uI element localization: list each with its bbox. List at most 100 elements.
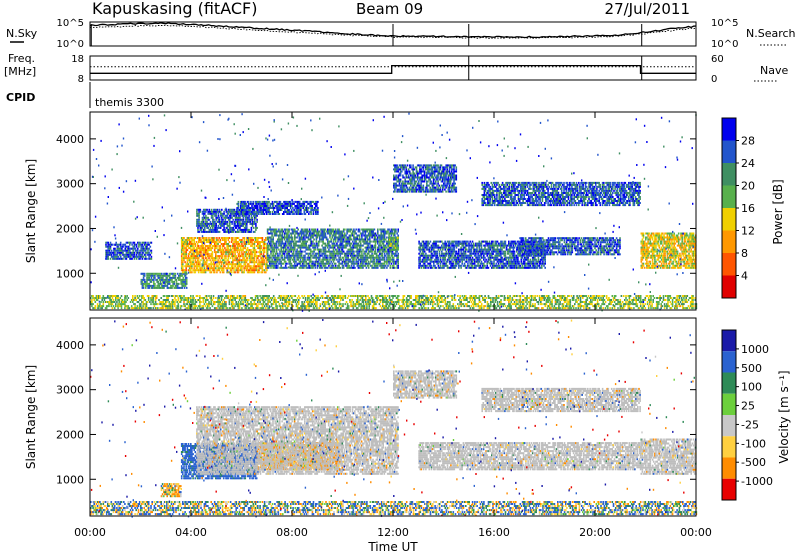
- scatter-cell: [238, 247, 240, 249]
- scatter-cell: [465, 251, 467, 253]
- scatter-cell: [252, 225, 254, 227]
- scatter-cell: [134, 242, 136, 244]
- scatter-cell: [395, 253, 397, 255]
- scatter-cell: [225, 219, 227, 221]
- scatter-cell: [254, 247, 256, 249]
- scatter-cell: [506, 259, 508, 261]
- scatter-cell: [227, 221, 229, 223]
- scatter-cell: [217, 239, 219, 241]
- scatter-cell: [238, 203, 240, 205]
- station-title: Kapuskasing (fitACF): [92, 0, 257, 18]
- scatter-cell: [293, 251, 295, 253]
- scatter-cell: [496, 243, 498, 245]
- scatter-cell: [468, 261, 470, 263]
- scatter-cell: [427, 245, 429, 247]
- scatter-cell: [427, 267, 429, 269]
- scatter-cell: [230, 257, 232, 259]
- scatter-cell: [358, 257, 360, 259]
- scatter-cell: [250, 201, 252, 203]
- scatter-cell: [254, 271, 256, 273]
- scatter-cell: [274, 207, 276, 209]
- scatter-cell: [450, 257, 452, 259]
- scatter-cell: [353, 229, 355, 231]
- scatter-cell: [212, 227, 214, 229]
- scatter-cell: [473, 243, 475, 245]
- scatter-cell: [310, 203, 312, 205]
- scatter-cell: [284, 255, 286, 257]
- scatter-cell: [248, 205, 250, 207]
- scatter-cell: [218, 263, 220, 265]
- scatter-cell: [421, 243, 423, 245]
- scatter-cell: [266, 269, 268, 271]
- scatter-cell: [397, 237, 399, 239]
- scatter-cell: [477, 253, 479, 255]
- scatter-cell: [287, 247, 289, 249]
- scatter-cell: [291, 245, 293, 247]
- scatter-cell: [295, 267, 297, 269]
- scatter-cell: [241, 269, 243, 271]
- scatter-cell: [345, 261, 347, 263]
- scatter-cell: [313, 251, 315, 253]
- scatter-cell: [137, 248, 139, 250]
- scatter-cell: [163, 287, 165, 289]
- scatter-cell: [205, 215, 207, 217]
- scatter-cell: [286, 245, 288, 247]
- scatter-cell: [293, 253, 295, 255]
- scatter-cell: [207, 227, 209, 229]
- scatter-cell: [236, 215, 238, 217]
- scatter-cell: [346, 233, 348, 235]
- scatter-cell: [352, 241, 354, 243]
- scatter-cell: [304, 205, 306, 207]
- scatter-cell: [191, 271, 193, 273]
- scatter-cell: [377, 231, 379, 233]
- scatter-cell: [223, 213, 225, 215]
- scatter-cell: [423, 241, 425, 243]
- scatter-cell: [452, 261, 454, 263]
- scatter-cell: [328, 249, 330, 251]
- scatter-cell: [121, 248, 123, 250]
- scatter-cell: [132, 250, 134, 252]
- scatter-cell: [474, 263, 476, 265]
- scatter-cell: [288, 231, 290, 233]
- scatter-cell: [440, 265, 442, 267]
- scatter-cell: [372, 255, 374, 257]
- scatter-cell: [270, 253, 272, 255]
- scatter-cell: [139, 242, 141, 244]
- scatter-cell: [186, 279, 188, 281]
- scatter-cell: [307, 201, 309, 203]
- scatter-cell: [148, 252, 150, 254]
- scatter-cell: [235, 239, 237, 241]
- cpid-row: CPID themis 3300: [6, 82, 164, 109]
- scatter-cell: [232, 219, 234, 221]
- scatter-cell: [469, 241, 471, 243]
- scatter-cell: [263, 253, 265, 255]
- scatter-cell: [397, 265, 399, 267]
- scatter-cell: [488, 267, 490, 269]
- scatter-cell: [377, 229, 379, 231]
- scatter-cell: [169, 281, 171, 283]
- scatter-cell: [153, 279, 155, 281]
- scatter-cell: [366, 251, 368, 253]
- scatter-cell: [359, 229, 361, 231]
- scatter-cell: [144, 275, 146, 277]
- scatter-cell: [435, 243, 437, 245]
- scatter-cell: [199, 265, 201, 267]
- scatter-cell: [223, 249, 225, 251]
- scatter-cell: [271, 235, 273, 237]
- scatter-cell: [112, 244, 114, 246]
- scatter-cell: [225, 253, 227, 255]
- scatter-cell: [384, 267, 386, 269]
- scatter-cell: [333, 249, 335, 251]
- scatter-cell: [238, 211, 240, 213]
- scatter-cell: [325, 265, 327, 267]
- scatter-cell: [175, 273, 177, 275]
- scatter-cell: [207, 251, 209, 253]
- scatter-cell: [241, 241, 243, 243]
- scatter-cell: [291, 263, 293, 265]
- scatter-cell: [509, 255, 511, 257]
- scatter-cell: [332, 237, 334, 239]
- scatter-cell: [247, 211, 249, 213]
- scatter-cell: [223, 253, 225, 255]
- scatter-cell: [202, 227, 204, 229]
